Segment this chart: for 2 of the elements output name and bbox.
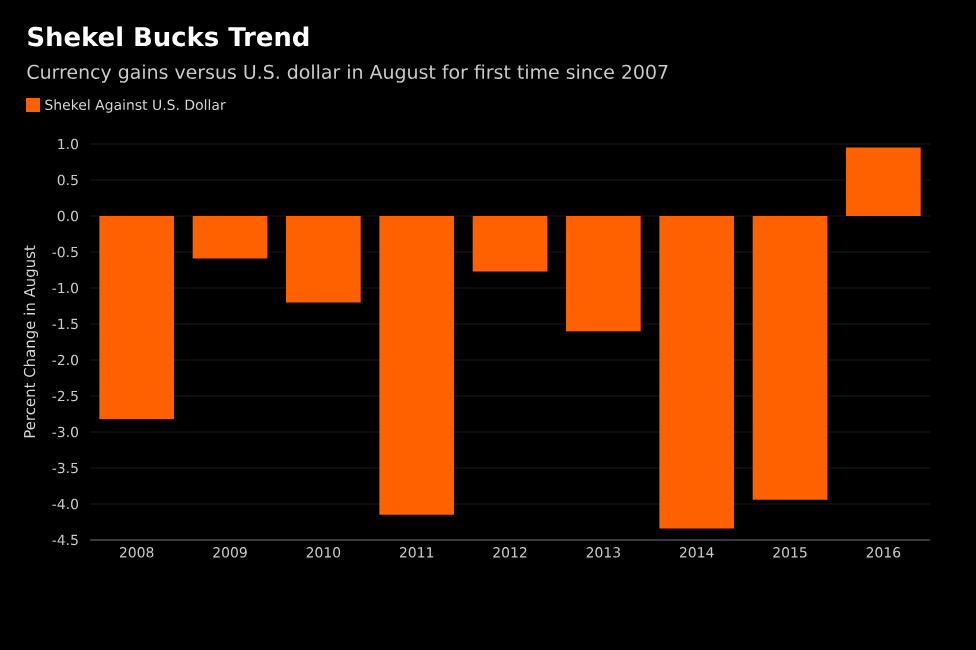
chart-subtitle: Currency gains versus U.S. dollar in August for first time since 2007	[27, 64, 668, 83]
chart-title: Shekel Bucks Trend	[28, 26, 309, 47]
